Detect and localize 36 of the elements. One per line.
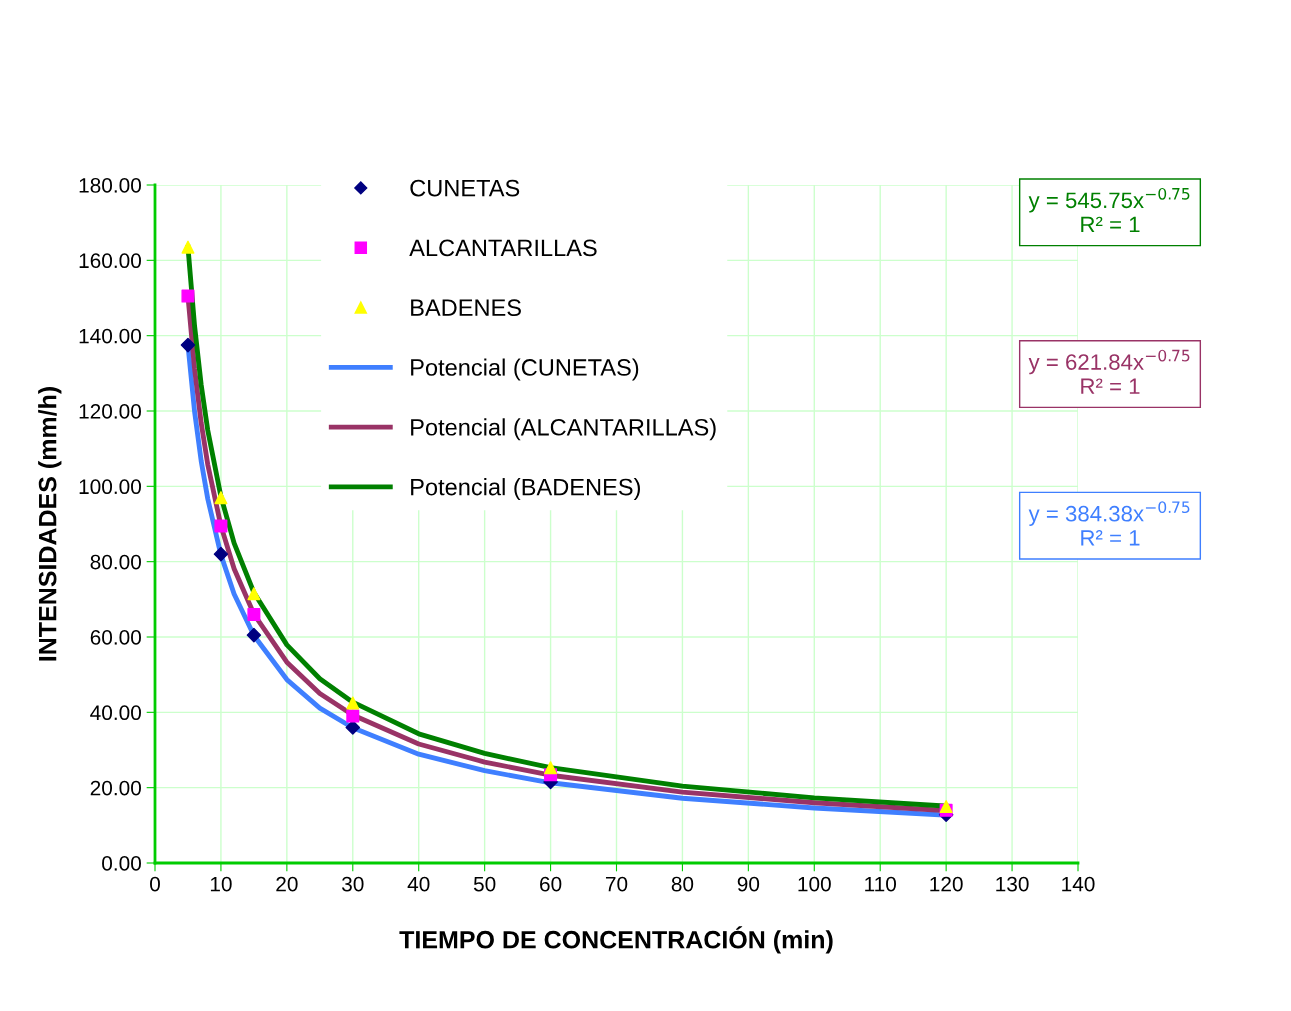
x-tick-label: 120 <box>930 876 963 892</box>
y-tick-label: 140.00 <box>79 328 141 344</box>
x-tick-label: 50 <box>473 876 496 892</box>
y-tick-label: 20.00 <box>90 780 141 796</box>
annotation: y = 384.38x$^{−0.75}$ R² = 1 <box>1028 501 1190 546</box>
legend-label: BADENES <box>411 299 521 317</box>
y-tick-label: 60.00 <box>90 630 141 645</box>
x-tick-label: 130 <box>996 876 1029 892</box>
legend-label: Potencial (CUNETAS) <box>411 358 639 381</box>
x-tick-label: 10 <box>210 876 232 892</box>
y-tick-label: 180.00 <box>79 178 141 193</box>
legend-label: CUNETAS <box>410 179 520 197</box>
x-tick-label: 20 <box>276 876 298 892</box>
annotation: y = 621.84x$^{−0.75}$ R² = 1 <box>1028 349 1190 394</box>
legend-label: ALCANTARILLAS <box>409 239 597 257</box>
y-tick-label: 80.00 <box>90 554 141 570</box>
x-tick-label: 80 <box>671 876 694 892</box>
y-tick-label: 100.00 <box>79 479 141 495</box>
y-tick-label: 120.00 <box>79 404 141 419</box>
x-tick-label: 70 <box>605 876 628 892</box>
x-tick-label: 40 <box>407 876 430 892</box>
x-tick-label: 140 <box>1062 876 1095 892</box>
x-axis-title: TIEMPO DE CONCENTRACIÓN (min) <box>399 926 833 954</box>
x-tick-label: 100 <box>798 876 831 892</box>
y-tick-label: 40.00 <box>90 705 141 721</box>
x-tick-label: 110 <box>865 876 897 892</box>
y-tick-label: 0.00 <box>102 856 141 871</box>
legend-label: Potencial (BADENES) <box>411 478 640 501</box>
y-axis-title: INTENSIDADES (mm/h) <box>38 387 62 661</box>
annotation: y = 545.75x$^{−0.75}$ R² = 1 <box>1028 187 1190 233</box>
x-tick-label: 30 <box>341 876 364 892</box>
x-tick-label: 0 <box>150 876 160 892</box>
legend-label: Potencial (ALCANTARILLAS) <box>411 418 716 441</box>
y-tick-label: 160.00 <box>79 253 141 269</box>
x-tick-label: 60 <box>540 876 562 892</box>
x-tick-label: 90 <box>737 876 760 892</box>
